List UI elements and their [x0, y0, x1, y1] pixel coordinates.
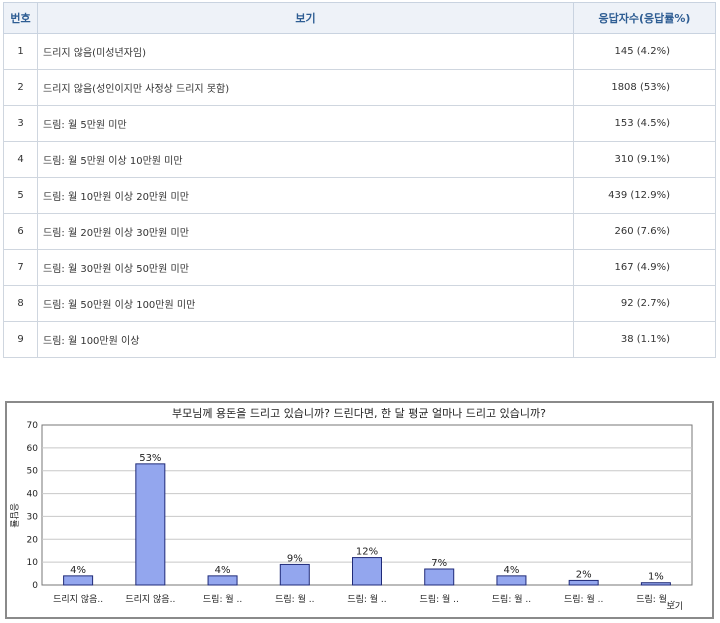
table-row: 2 드리지 않음(성인이지만 사정상 드리지 못함) 1808 (53%): [3, 69, 716, 106]
header-option: 보기: [37, 2, 574, 34]
y-tick-label: 50: [27, 467, 39, 477]
row-responses: 145 (4.2%): [573, 33, 716, 70]
row-responses: 38 (1.1%): [573, 321, 716, 358]
results-table: 번호 보기 응답자수(응답률%) 1 드리지 않음(미성년자임) 145 (4.2%…: [3, 2, 716, 358]
category-label: 드리지 않음..: [125, 594, 175, 605]
row-option: 드림: 월 5만원 미만: [37, 105, 574, 142]
data-label: 1%: [648, 572, 664, 583]
x-axis-label: 보기: [666, 601, 683, 612]
row-number: 5: [3, 177, 38, 214]
table-row: 7 드림: 월 30만원 이상 50만원 미만 167 (4.9%): [3, 249, 716, 286]
data-label: 53%: [139, 453, 161, 464]
row-number: 6: [3, 213, 38, 250]
row-option: 드림: 월 20만원 이상 30만원 미만: [37, 213, 574, 250]
data-label: 12%: [356, 547, 378, 558]
bar: [207, 575, 238, 586]
category-label: 드림: 월 ..: [203, 593, 242, 605]
table-row: 9 드림: 월 100만원 이상 38 (1.1%): [3, 321, 716, 358]
data-label: 9%: [287, 553, 303, 564]
table-row: 6 드림: 월 20만원 이상 30만원 미만 260 (7.6%): [3, 213, 716, 250]
bar: [135, 463, 166, 586]
row-responses: 1808 (53%): [573, 69, 716, 106]
table-row: 8 드림: 월 50만원 이상 100만원 미만 92 (2.7%): [3, 285, 716, 322]
category-label: 드림: 월 ..: [420, 593, 459, 605]
row-responses: 153 (4.5%): [573, 105, 716, 142]
row-number: 7: [3, 249, 38, 286]
chart-title: 부모님께 용돈을 드리고 있습니까? 드린다면, 한 달 평균 얼마나 드리고 …: [172, 406, 546, 420]
data-label: 4%: [504, 565, 520, 576]
category-label: 드림: 월 ..: [492, 593, 531, 605]
y-axis-label: 응답률: [8, 503, 20, 528]
header-number: 번호: [3, 2, 38, 34]
bar: [352, 557, 382, 586]
row-responses: 260 (7.6%): [573, 213, 716, 250]
category-label: 드림: 월 ..: [564, 593, 603, 605]
row-option: 드림: 월 5만원 이상 10만원 미만: [37, 141, 574, 178]
table-row: 1 드리지 않음(미성년자임) 145 (4.2%): [3, 33, 716, 70]
row-option: 드림: 월 50만원 이상 100만원 미만: [37, 285, 574, 322]
data-label: 4%: [215, 565, 231, 576]
category-label: 드리지 않음..: [53, 594, 103, 605]
table-row: 3 드림: 월 5만원 미만 153 (4.5%): [3, 105, 716, 142]
y-tick-label: 30: [27, 512, 39, 522]
row-number: 1: [3, 33, 38, 70]
row-responses: 310 (9.1%): [573, 141, 716, 178]
row-option: 드리지 않음(미성년자임): [37, 33, 574, 70]
row-number: 2: [3, 69, 38, 106]
bar: [63, 575, 94, 586]
data-label: 4%: [70, 565, 86, 576]
row-number: 8: [3, 285, 38, 322]
y-tick-label: 10: [27, 558, 39, 568]
y-tick-label: 70: [27, 421, 39, 431]
row-option: 드리지 않음(성인이지만 사정상 드리지 못함): [37, 69, 574, 106]
row-option: 드림: 월 10만원 이상 20만원 미만: [37, 177, 574, 214]
category-label: 드림: 월 ..: [275, 593, 314, 605]
row-responses: 92 (2.7%): [573, 285, 716, 322]
bar: [424, 568, 455, 586]
row-responses: 167 (4.9%): [573, 249, 716, 286]
header-responses: 응답자수(응답률%): [573, 2, 716, 34]
bar: [568, 579, 599, 586]
category-label: 드림: 월 ..: [347, 593, 386, 605]
y-tick-label: 20: [27, 535, 39, 545]
table-row: 5 드림: 월 10만원 이상 20만원 미만 439 (12.9%): [3, 177, 716, 214]
data-label: 7%: [431, 558, 447, 569]
table-row: 4 드림: 월 5만원 이상 10만원 미만 310 (9.1%): [3, 141, 716, 178]
row-number: 9: [3, 321, 38, 358]
y-tick-label: 40: [27, 490, 39, 500]
row-option: 드림: 월 100만원 이상: [37, 321, 574, 358]
row-number: 4: [3, 141, 38, 178]
row-responses: 439 (12.9%): [573, 177, 716, 214]
y-tick-label: 60: [27, 444, 39, 454]
bar-chart: 부모님께 용돈을 드리고 있습니까? 드린다면, 한 달 평균 얼마나 드리고 …: [8, 406, 693, 612]
bar: [640, 582, 671, 586]
bar: [496, 575, 527, 586]
table-body: 1 드리지 않음(미성년자임) 145 (4.2%) 2 드리지 않음(성인이지만 사정…: [3, 33, 716, 358]
bar: [279, 563, 310, 586]
row-option: 드림: 월 30만원 이상 50만원 미만: [37, 249, 574, 286]
category-label: 드림: 월 ..: [636, 593, 675, 605]
data-label: 2%: [576, 569, 592, 580]
table-header-row: 번호 보기 응답자수(응답률%): [3, 2, 716, 34]
chart-panel: 부모님께 용돈을 드리고 있습니까? 드린다면, 한 달 평균 얼마나 드리고 …: [5, 401, 714, 619]
y-tick-label: 0: [32, 581, 38, 591]
row-number: 3: [3, 105, 38, 142]
